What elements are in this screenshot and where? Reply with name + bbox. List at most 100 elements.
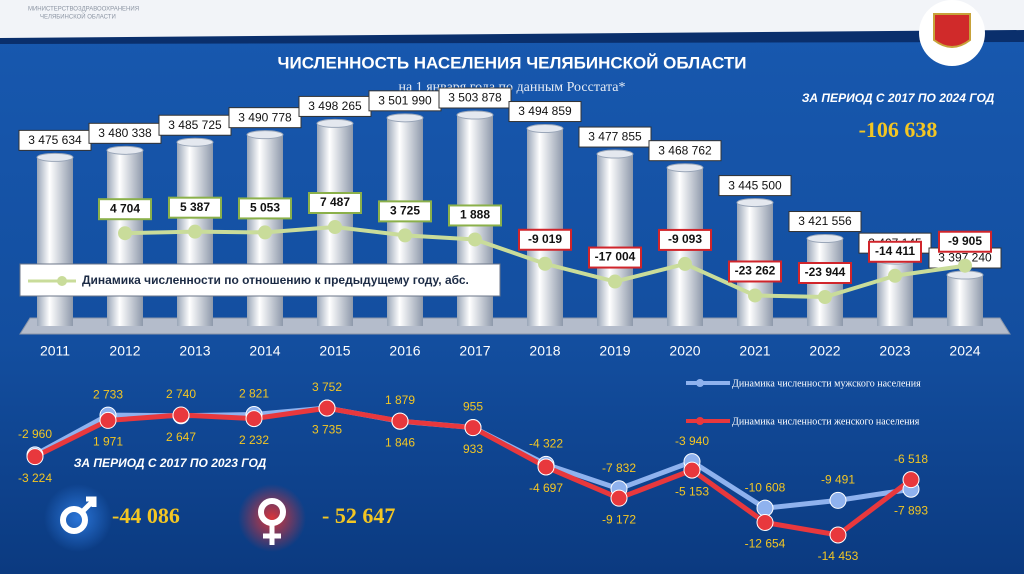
change-label: 4 704 (110, 201, 140, 215)
series-label: -2 960 (18, 427, 52, 441)
series-label: -5 153 (675, 484, 709, 498)
change-label-box (98, 198, 152, 221)
series-marker (829, 491, 847, 509)
value-label: 3 421 556 (798, 214, 852, 228)
value-label: 3 477 855 (588, 130, 642, 144)
bar-cap (176, 137, 214, 147)
bar-cap (106, 145, 144, 155)
series-marker (537, 458, 555, 476)
series-label: 933 (463, 442, 483, 456)
series-label: 3 752 (312, 380, 342, 394)
series-marker (610, 489, 628, 507)
change-marker (958, 258, 972, 273)
series-label: -7 893 (894, 503, 928, 517)
x-tick-label: 2011 (40, 343, 70, 359)
series-marker (829, 526, 847, 544)
x-tick-label: 2012 (109, 343, 140, 359)
change-label: -9 019 (528, 232, 562, 246)
change-label-box (378, 200, 432, 223)
series-label: 955 (463, 400, 483, 414)
change-label-box (658, 228, 712, 251)
x-tick-label: 2024 (949, 343, 980, 359)
change-marker (818, 290, 832, 304)
series-label: -3 940 (675, 434, 709, 448)
series-label: 1 846 (385, 435, 415, 449)
bar (947, 275, 983, 326)
change-label-box (168, 196, 222, 219)
bar (527, 128, 563, 326)
x-tick-label: 2014 (249, 343, 280, 359)
x-tick-label: 2013 (179, 343, 210, 359)
period-label: ЗА ПЕРИОД С 2017 ПО 2023 ГОД (74, 456, 267, 470)
series-marker (99, 411, 117, 429)
change-marker (258, 225, 272, 240)
value-label-box (718, 175, 792, 197)
female-total: - 52 647 (322, 503, 395, 528)
change-label-box (868, 240, 922, 263)
series-marker (683, 461, 701, 479)
bar-cap (806, 234, 844, 244)
series-label: -3 224 (18, 471, 52, 485)
change-marker (188, 224, 202, 239)
legend-marker (696, 417, 704, 425)
male-icon (80, 496, 97, 514)
series-label: 1 971 (93, 435, 123, 449)
series-label: 2 647 (166, 430, 196, 444)
series-marker (391, 412, 409, 430)
legend-label: Динамика численности женского населения (732, 416, 920, 427)
change-label: 7 487 (320, 195, 350, 209)
legend-marker (57, 276, 67, 286)
series-label: 1 879 (385, 393, 415, 407)
ministry: ЧЕЛЯБИНСКОЙ ОБЛАСТИ (40, 13, 116, 21)
value-label: 3 445 500 (728, 178, 782, 192)
change-label: -9 905 (948, 234, 982, 248)
x-tick-label: 2022 (809, 343, 840, 359)
change-marker (748, 288, 762, 303)
legend-marker (696, 379, 704, 387)
series-marker (756, 499, 774, 517)
change-label: 5 387 (180, 200, 210, 214)
value-label: 3 397 240 (938, 251, 992, 265)
legend-label: Динамика численности по отношению к пред… (82, 273, 469, 287)
x-tick-label: 2020 (669, 343, 700, 359)
bar-cap (456, 110, 494, 120)
value-label-box (228, 107, 302, 129)
change-label-box (448, 204, 502, 227)
change-label-box (238, 197, 292, 220)
bar-cap (316, 118, 354, 128)
change-marker (468, 232, 482, 247)
value-label-box (508, 101, 582, 123)
male-glow (44, 484, 112, 552)
value-label: 3 468 762 (658, 143, 712, 157)
value-label: 3 485 725 (168, 118, 222, 132)
series-label: -4 322 (529, 436, 563, 450)
floor (19, 317, 1011, 335)
series-label: -4 697 (529, 481, 563, 495)
x-tick-label: 2016 (389, 343, 420, 359)
series-marker (318, 399, 336, 417)
emblem (933, 13, 971, 48)
legend: Динамика численности по отношению к пред… (19, 263, 501, 297)
series-marker (26, 448, 44, 466)
value-label: 3 494 859 (518, 104, 572, 118)
change-label-box (588, 246, 642, 269)
top-stripe (0, 30, 1024, 44)
value-label-box (438, 87, 512, 109)
series-marker (172, 406, 190, 424)
change-marker (538, 256, 552, 271)
change-label: -14 411 (875, 244, 915, 258)
change-label: 3 725 (390, 204, 420, 218)
male-icon (60, 506, 88, 534)
value-label: 3 480 338 (98, 126, 152, 140)
change-label: -17 004 (595, 250, 636, 264)
series-label: 2 232 (239, 433, 269, 447)
bar-cap (736, 198, 774, 208)
change-label-box (308, 192, 362, 214)
x-tick-label: 2023 (879, 343, 910, 359)
bar-cap (666, 163, 704, 173)
change-label-box (798, 262, 852, 284)
chart-title: ЧИСЛЕННОСТЬ НАСЕЛЕНИЯ ЧЕЛЯБИНСКОЙ ОБЛАСТ… (278, 53, 747, 72)
change-marker (398, 228, 412, 243)
